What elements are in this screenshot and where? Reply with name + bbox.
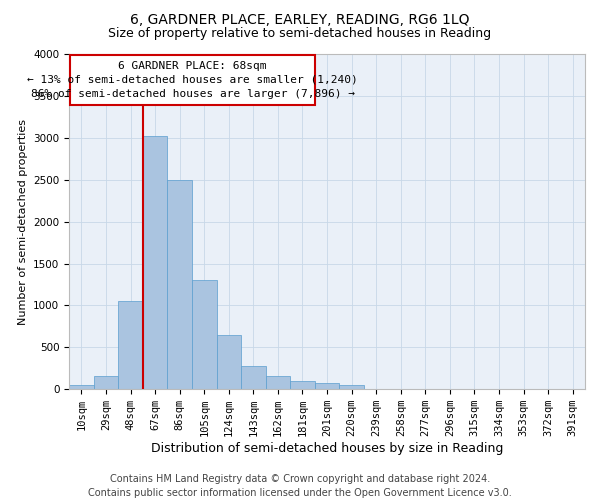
Text: 6, GARDNER PLACE, EARLEY, READING, RG6 1LQ: 6, GARDNER PLACE, EARLEY, READING, RG6 1…	[130, 12, 470, 26]
X-axis label: Distribution of semi-detached houses by size in Reading: Distribution of semi-detached houses by …	[151, 442, 503, 455]
Bar	[290, 381, 315, 389]
Bar	[315, 382, 340, 389]
Bar	[118, 301, 143, 389]
Bar	[192, 280, 217, 389]
Bar	[217, 334, 241, 389]
FancyBboxPatch shape	[70, 55, 315, 105]
Bar	[241, 366, 266, 389]
Text: 6 GARDNER PLACE: 68sqm: 6 GARDNER PLACE: 68sqm	[118, 61, 267, 71]
Bar	[94, 376, 118, 389]
Text: 86% of semi-detached houses are larger (7,896) →: 86% of semi-detached houses are larger (…	[31, 89, 355, 99]
Text: ← 13% of semi-detached houses are smaller (1,240): ← 13% of semi-detached houses are smalle…	[27, 75, 358, 85]
Bar	[143, 136, 167, 389]
Bar	[340, 384, 364, 389]
Bar	[266, 376, 290, 389]
Bar	[167, 180, 192, 389]
Y-axis label: Number of semi-detached properties: Number of semi-detached properties	[17, 118, 28, 324]
Text: Contains HM Land Registry data © Crown copyright and database right 2024.
Contai: Contains HM Land Registry data © Crown c…	[88, 474, 512, 498]
Bar	[69, 385, 94, 389]
Text: Size of property relative to semi-detached houses in Reading: Size of property relative to semi-detach…	[109, 28, 491, 40]
